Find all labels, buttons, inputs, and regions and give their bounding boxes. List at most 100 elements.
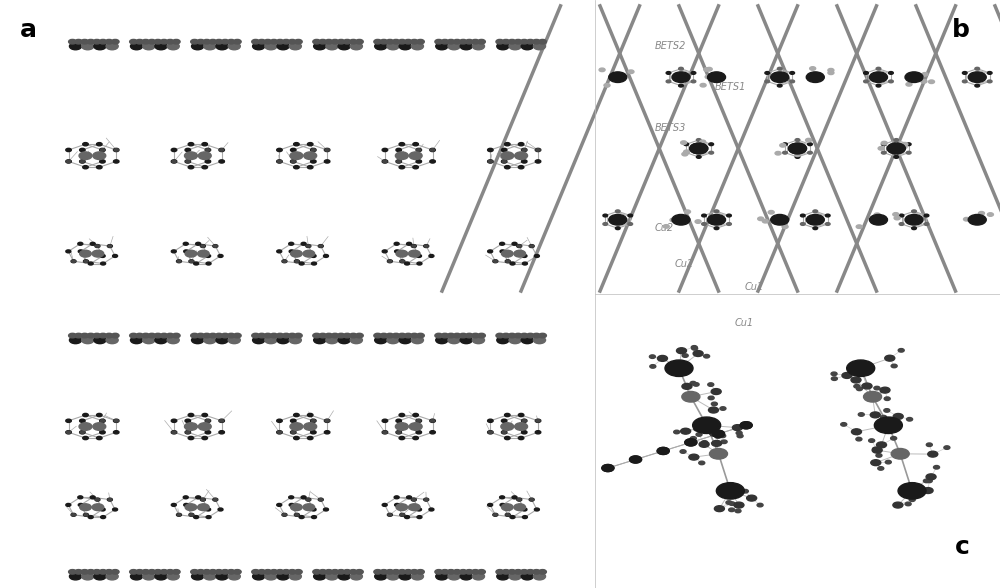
Circle shape xyxy=(747,495,757,501)
Circle shape xyxy=(295,514,299,516)
Circle shape xyxy=(926,474,936,480)
Circle shape xyxy=(934,466,940,469)
Circle shape xyxy=(975,84,980,87)
Circle shape xyxy=(83,513,88,516)
Circle shape xyxy=(383,431,387,433)
Circle shape xyxy=(136,39,143,44)
Circle shape xyxy=(291,419,296,422)
Circle shape xyxy=(435,570,443,574)
Circle shape xyxy=(171,503,176,506)
Circle shape xyxy=(326,573,338,580)
Circle shape xyxy=(148,333,156,338)
Circle shape xyxy=(533,39,540,44)
Circle shape xyxy=(877,442,887,448)
Circle shape xyxy=(518,436,524,440)
Circle shape xyxy=(448,573,460,580)
Circle shape xyxy=(299,516,304,519)
Circle shape xyxy=(81,39,89,44)
Circle shape xyxy=(736,431,742,435)
Circle shape xyxy=(167,43,179,50)
Circle shape xyxy=(283,260,286,262)
Circle shape xyxy=(708,72,726,82)
Circle shape xyxy=(460,573,472,580)
Circle shape xyxy=(533,570,540,574)
Circle shape xyxy=(599,68,605,72)
Circle shape xyxy=(488,160,493,163)
Circle shape xyxy=(69,39,76,44)
Circle shape xyxy=(227,570,235,574)
Circle shape xyxy=(771,72,789,82)
Circle shape xyxy=(101,516,106,519)
Circle shape xyxy=(399,166,405,169)
Circle shape xyxy=(206,516,211,519)
Circle shape xyxy=(472,570,479,574)
Circle shape xyxy=(252,570,259,574)
Circle shape xyxy=(198,250,209,257)
Circle shape xyxy=(66,250,71,253)
Circle shape xyxy=(96,245,99,247)
Circle shape xyxy=(323,255,328,258)
Circle shape xyxy=(204,573,216,580)
Circle shape xyxy=(708,215,726,225)
Circle shape xyxy=(93,152,106,159)
Circle shape xyxy=(277,250,282,253)
Circle shape xyxy=(510,516,515,519)
Circle shape xyxy=(536,149,540,151)
Circle shape xyxy=(382,160,388,163)
Circle shape xyxy=(831,372,837,376)
Circle shape xyxy=(350,336,362,343)
Circle shape xyxy=(416,419,422,422)
Circle shape xyxy=(294,570,302,574)
Circle shape xyxy=(100,508,105,511)
Circle shape xyxy=(399,573,411,580)
Circle shape xyxy=(130,333,137,338)
Circle shape xyxy=(478,333,485,338)
Circle shape xyxy=(311,420,315,422)
Circle shape xyxy=(277,160,282,163)
Circle shape xyxy=(94,573,106,580)
Circle shape xyxy=(690,382,696,385)
Circle shape xyxy=(101,262,106,265)
Circle shape xyxy=(184,503,189,506)
Circle shape xyxy=(69,333,76,338)
Circle shape xyxy=(291,430,296,434)
Circle shape xyxy=(508,570,516,574)
Circle shape xyxy=(216,43,228,50)
Circle shape xyxy=(472,573,484,580)
Circle shape xyxy=(628,70,634,74)
Circle shape xyxy=(978,212,984,215)
Circle shape xyxy=(729,508,735,512)
Circle shape xyxy=(666,80,671,83)
Circle shape xyxy=(535,148,541,152)
Circle shape xyxy=(884,397,890,400)
Circle shape xyxy=(106,43,118,50)
Circle shape xyxy=(171,250,176,253)
Circle shape xyxy=(216,336,228,343)
Circle shape xyxy=(603,214,608,217)
Circle shape xyxy=(435,39,443,44)
Circle shape xyxy=(83,413,88,417)
Circle shape xyxy=(521,43,533,50)
Circle shape xyxy=(740,422,752,429)
Circle shape xyxy=(312,516,317,519)
Circle shape xyxy=(398,570,406,574)
Circle shape xyxy=(177,514,181,516)
Circle shape xyxy=(430,148,435,152)
Circle shape xyxy=(411,336,423,343)
Circle shape xyxy=(191,39,198,44)
Circle shape xyxy=(447,333,455,338)
Circle shape xyxy=(154,39,162,44)
Circle shape xyxy=(448,336,460,343)
Circle shape xyxy=(726,501,732,505)
Circle shape xyxy=(400,514,404,516)
Circle shape xyxy=(682,152,688,156)
Circle shape xyxy=(735,509,741,513)
Circle shape xyxy=(459,39,467,44)
Circle shape xyxy=(681,141,687,145)
Circle shape xyxy=(407,496,412,499)
Circle shape xyxy=(505,436,510,440)
Circle shape xyxy=(712,430,724,437)
Circle shape xyxy=(424,499,428,501)
Circle shape xyxy=(81,333,89,338)
Circle shape xyxy=(429,255,434,258)
